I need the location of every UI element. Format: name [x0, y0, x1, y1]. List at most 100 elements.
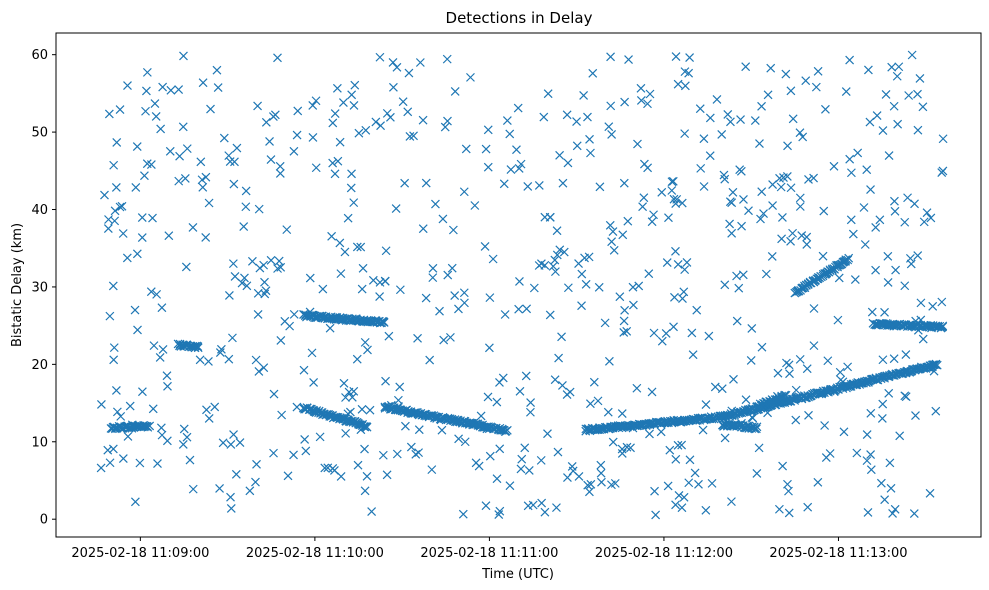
detection-point [756, 214, 765, 224]
detection-point [418, 115, 428, 125]
detection-point [550, 375, 560, 385]
detection-point [892, 71, 902, 81]
detection-point [388, 58, 398, 67]
detection-point [375, 277, 385, 287]
detection-point [103, 224, 113, 233]
detection-point [269, 389, 279, 399]
detection-point [522, 304, 532, 314]
detection-point [112, 407, 122, 417]
detection-point [605, 220, 615, 230]
detection-point [505, 481, 515, 491]
detection-point [615, 292, 625, 302]
detection-point [747, 412, 757, 422]
detection-point [777, 234, 787, 244]
detection-point [554, 353, 564, 363]
detection-point [466, 72, 475, 82]
detection-point [368, 275, 378, 285]
detection-point [791, 415, 801, 425]
detection-point [853, 148, 863, 158]
detection-point [347, 90, 357, 100]
detection-point [674, 491, 684, 500]
detection-point [347, 169, 356, 179]
detection-point [375, 52, 385, 62]
detection-point [755, 139, 764, 149]
detection-point [431, 412, 441, 422]
detection-point [216, 344, 226, 354]
detection-point [734, 283, 744, 293]
x-tick-label: 2025-02-18 11:09:00 [71, 546, 209, 561]
detection-point [737, 221, 746, 231]
detection-point [392, 449, 402, 459]
detection-point [888, 508, 898, 518]
detection-point [606, 101, 616, 111]
detection-point [913, 251, 923, 261]
detection-point [562, 110, 572, 120]
x-axis: 2025-02-18 11:09:00 2025-02-18 11:10:00 20… [71, 537, 908, 561]
detection-point [783, 479, 792, 489]
detection-point [788, 228, 797, 238]
detection-point [421, 293, 431, 303]
detection-point [520, 443, 530, 453]
detection-point [149, 341, 159, 351]
detection-point [577, 269, 587, 279]
detection-point [336, 269, 346, 279]
detection-point [651, 510, 661, 520]
detection-point [118, 229, 128, 238]
detection-point [289, 450, 298, 460]
detection-point [588, 68, 598, 78]
detection-point [141, 106, 150, 116]
y-tick-label: 20 [31, 358, 48, 373]
detection-point [871, 265, 881, 275]
detection-point [597, 477, 606, 487]
detection-point [938, 321, 948, 331]
detection-point [638, 202, 648, 212]
detection-point [110, 206, 120, 216]
detection-point [534, 181, 544, 190]
detection-point [881, 90, 891, 99]
detection-point [245, 486, 255, 496]
detection-point [289, 309, 299, 319]
detection-point [386, 400, 396, 410]
detection-point [515, 386, 525, 396]
detection-point [704, 331, 714, 341]
detection-point [166, 85, 176, 95]
detection-point [581, 279, 591, 289]
detection-point [115, 105, 125, 115]
detection-point [643, 163, 653, 173]
detection-point [900, 217, 910, 227]
detection-point [628, 282, 638, 292]
detection-point [425, 355, 435, 365]
detection-point [661, 328, 671, 338]
detection-point [866, 185, 875, 194]
detection-point [890, 504, 900, 514]
detection-point [367, 507, 377, 516]
detection-point [330, 169, 340, 179]
detection-point [918, 102, 928, 112]
detection-point [158, 82, 168, 92]
detection-point [394, 402, 403, 411]
detection-point [195, 355, 205, 365]
detection-point [757, 101, 766, 111]
detection-point [878, 126, 888, 135]
detection-point [780, 390, 790, 400]
detection-point [276, 335, 286, 345]
detection-point [358, 263, 368, 273]
detection-point [878, 399, 888, 409]
y-tick-label: 40 [31, 203, 48, 218]
detection-point [913, 89, 922, 99]
detection-point [775, 173, 784, 183]
detection-point [820, 104, 830, 114]
detection-point [633, 139, 642, 149]
detection-point [548, 261, 558, 271]
detection-point [829, 161, 839, 171]
detection-point [341, 417, 351, 426]
detection-point [299, 365, 309, 375]
detection-point [617, 449, 627, 458]
detection-point [626, 443, 635, 453]
detection-point [647, 217, 657, 227]
detection-point [156, 423, 166, 433]
detection-point [574, 259, 583, 268]
detection-point [488, 254, 498, 264]
detection-point [292, 402, 302, 412]
detection-point [671, 454, 681, 464]
